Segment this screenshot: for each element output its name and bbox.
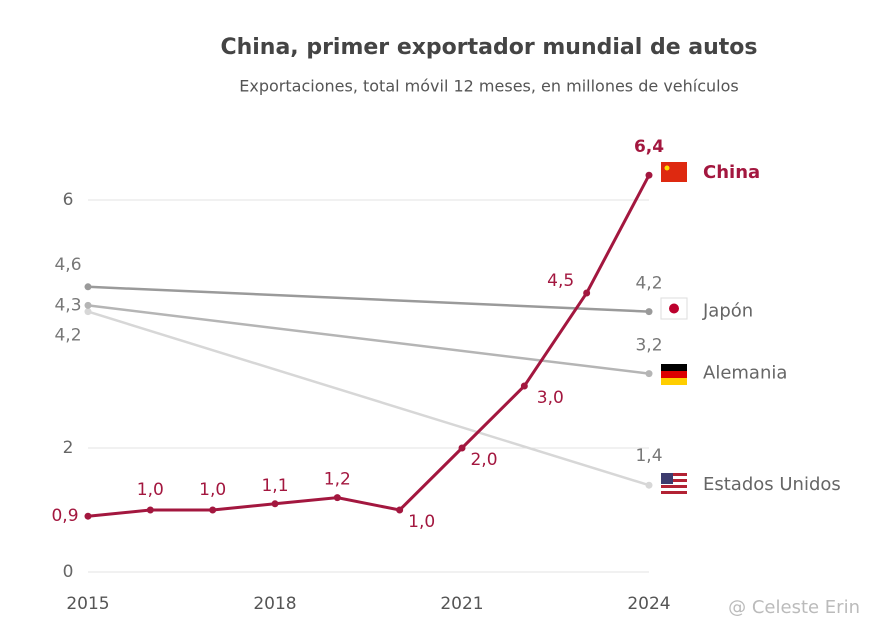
plot-area: 0 2 6 2015 2018 2021 2024 4,2 1,4 4,3 3,2 4,6 4,2 0,9… <box>51 137 670 614</box>
y-tick-label: 2 <box>63 438 74 458</box>
data-point <box>84 283 92 291</box>
data-point <box>84 301 92 309</box>
data-label: 4,6 <box>54 255 81 275</box>
series-line <box>87 174 651 518</box>
data-point <box>645 308 653 316</box>
data-label: 4,5 <box>547 271 574 291</box>
data-point <box>271 500 279 508</box>
data-label: 2,0 <box>470 450 497 470</box>
flag-china <box>661 162 687 182</box>
data-label: 1,0 <box>137 480 164 500</box>
data-label: 1,0 <box>199 480 226 500</box>
x-tick-label: 2018 <box>253 594 296 614</box>
data-point <box>520 382 528 390</box>
data-point <box>645 370 653 378</box>
data-label: 1,1 <box>261 476 288 496</box>
watermark: @ Celeste Erin <box>728 597 860 618</box>
legend-label: Japón <box>702 301 753 322</box>
x-tick-label: 2015 <box>66 594 109 614</box>
data-label: 1,0 <box>408 512 435 532</box>
data-label: 4,2 <box>635 274 662 294</box>
data-point <box>645 481 653 489</box>
data-label: 3,0 <box>537 388 564 408</box>
data-label: 3,2 <box>635 336 662 356</box>
data-label: 0,9 <box>51 506 78 526</box>
data-label: 1,2 <box>324 470 351 490</box>
flag-germany <box>661 364 687 385</box>
series-line <box>87 304 650 375</box>
legend-label: Alemania <box>703 363 787 384</box>
legend-label: China <box>703 162 760 183</box>
x-tick-label: 2021 <box>440 594 483 614</box>
data-point <box>333 494 341 502</box>
data-label: 1,4 <box>635 446 662 466</box>
x-tick-label: 2024 <box>627 594 670 614</box>
flag-japan <box>660 297 688 320</box>
y-tick-label: 6 <box>63 190 74 210</box>
data-point <box>583 289 591 297</box>
series-line <box>87 285 650 313</box>
data-label: 6,4 <box>634 137 664 157</box>
data-point <box>209 506 217 514</box>
data-point <box>84 512 92 520</box>
y-tick-label: 0 <box>63 562 74 582</box>
legend-label: Estados Unidos <box>703 474 841 495</box>
data-point <box>146 506 154 514</box>
data-label: 4,3 <box>54 295 81 315</box>
series-line <box>87 310 650 487</box>
chart-title: China, primer exportador mundial de auto… <box>220 35 757 60</box>
data-point <box>645 171 653 179</box>
data-point <box>396 506 404 514</box>
chart-subtitle: Exportaciones, total móvil 12 meses, en … <box>239 77 738 96</box>
data-point <box>458 444 466 452</box>
flag-usa <box>661 473 687 494</box>
data-label: 4,2 <box>54 326 81 346</box>
data-point <box>84 308 92 316</box>
